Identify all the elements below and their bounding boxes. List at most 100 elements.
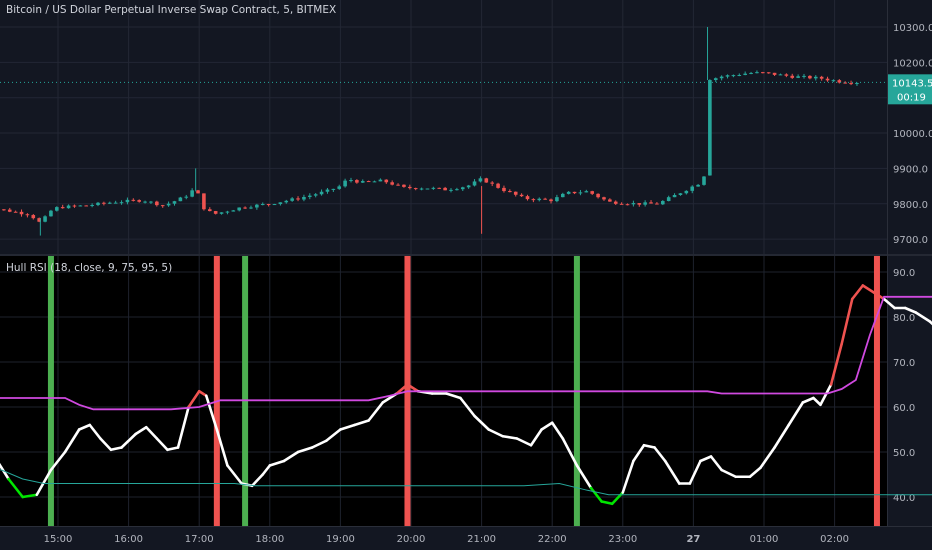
candle <box>190 190 194 197</box>
candle <box>131 199 136 201</box>
last-price-label: 10143.5 <box>892 78 932 89</box>
hull-rsi-segment <box>561 437 579 467</box>
candle <box>566 191 571 194</box>
candle <box>325 189 330 192</box>
candle <box>690 186 695 191</box>
candle <box>60 207 65 209</box>
hull-rsi-segment <box>35 468 53 497</box>
candle <box>290 198 294 201</box>
candle <box>702 176 706 185</box>
candle <box>837 80 842 83</box>
hull-rsi-segment <box>7 477 25 499</box>
candle <box>849 83 853 85</box>
candle <box>272 204 277 206</box>
chart-title: Bitcoin / US Dollar Perpetual Inverse Sw… <box>6 4 337 16</box>
hull-rsi-segment <box>642 443 656 449</box>
candle <box>355 180 359 183</box>
candle <box>808 75 812 79</box>
candle <box>478 178 483 182</box>
hull-rsi-segment <box>688 459 702 485</box>
candle <box>237 207 242 211</box>
hull-rsi-segment <box>77 423 92 431</box>
time-tick-label: 18:00 <box>255 534 284 545</box>
candle <box>366 181 371 183</box>
hull-rsi-segment <box>197 389 208 398</box>
candle <box>490 182 494 184</box>
candle <box>625 204 630 206</box>
time-tick-label: 19:00 <box>326 534 355 545</box>
sell-signal-bar <box>873 256 880 526</box>
time-tick-label: 02:00 <box>820 534 849 545</box>
candle <box>784 74 789 76</box>
candle <box>590 191 595 194</box>
candle <box>549 199 553 202</box>
candle <box>196 190 200 194</box>
price-pane[interactable]: 10300.010200.010100.010000.09900.09800.0… <box>0 0 932 526</box>
candle <box>96 202 100 206</box>
buy-signal-bar <box>47 256 54 526</box>
hull-rsi-segment <box>819 383 833 407</box>
candle <box>855 83 859 85</box>
hull-rsi-segment <box>176 405 190 449</box>
hull-rsi-segment <box>529 428 543 447</box>
candle <box>202 193 206 210</box>
candle <box>631 203 636 205</box>
candle <box>802 75 806 77</box>
hull-rsi-segment <box>812 396 822 407</box>
candle <box>813 76 818 79</box>
time-tick-label: 01:00 <box>750 534 779 545</box>
hull-rsi-segment <box>487 428 505 438</box>
buy-signal-bar <box>242 256 249 526</box>
hull-rsi-segment <box>550 421 565 440</box>
candle <box>460 187 465 190</box>
candle <box>672 194 677 198</box>
candle <box>119 202 124 204</box>
candle <box>637 203 642 205</box>
candle <box>572 191 577 194</box>
candle <box>766 72 771 74</box>
candle <box>360 181 365 183</box>
hull-rsi-segment <box>872 290 886 301</box>
price-tick-label: 10200.0 <box>893 58 932 69</box>
candle <box>725 75 730 77</box>
candle <box>655 203 659 205</box>
candle <box>531 199 536 201</box>
candle <box>484 178 489 183</box>
hull-rsi-segment <box>353 419 370 427</box>
candle <box>713 78 718 81</box>
candle <box>649 202 653 204</box>
candle <box>555 197 559 202</box>
candle <box>508 191 512 193</box>
hull-rsi-segment <box>540 421 554 431</box>
candle <box>525 196 530 200</box>
price-tick-label: 9900.0 <box>893 164 928 175</box>
candle <box>31 215 36 219</box>
hull-rsi-segment <box>268 459 286 467</box>
candle <box>443 187 447 191</box>
hull-rsi-segment <box>459 396 476 418</box>
candle <box>666 197 671 202</box>
candle <box>84 205 89 207</box>
countdown-label: 00:19 <box>897 92 926 103</box>
upper-band-line <box>0 295 932 411</box>
hull-rsi-segment <box>515 437 533 447</box>
time-tick-label: 21:00 <box>467 534 496 545</box>
time-tick-label: 23:00 <box>608 534 637 545</box>
candle <box>684 190 689 194</box>
hull-rsi-segment <box>134 425 148 436</box>
time-tick-label: 15:00 <box>44 534 73 545</box>
hull-rsi-segment <box>155 437 169 452</box>
hull-rsi-segment <box>840 297 854 346</box>
candle <box>613 201 618 204</box>
hull-rsi-segment <box>600 500 614 506</box>
time-tick-label: 16:00 <box>114 534 143 545</box>
time-axis[interactable]: 15:00 16:00 17:00 18:00 19:00 20:00 21:00 22:00… <box>0 526 932 546</box>
candle <box>384 179 389 183</box>
candle <box>543 198 547 200</box>
indicator-pane[interactable]: 90.0 80.0 70.0 60.0 50.0 40.0 <box>0 256 932 526</box>
hull-rsi-segment <box>88 423 102 440</box>
hull-rsi-segment <box>903 306 918 314</box>
candle <box>231 210 236 212</box>
hull-rsi-segment <box>473 414 490 431</box>
